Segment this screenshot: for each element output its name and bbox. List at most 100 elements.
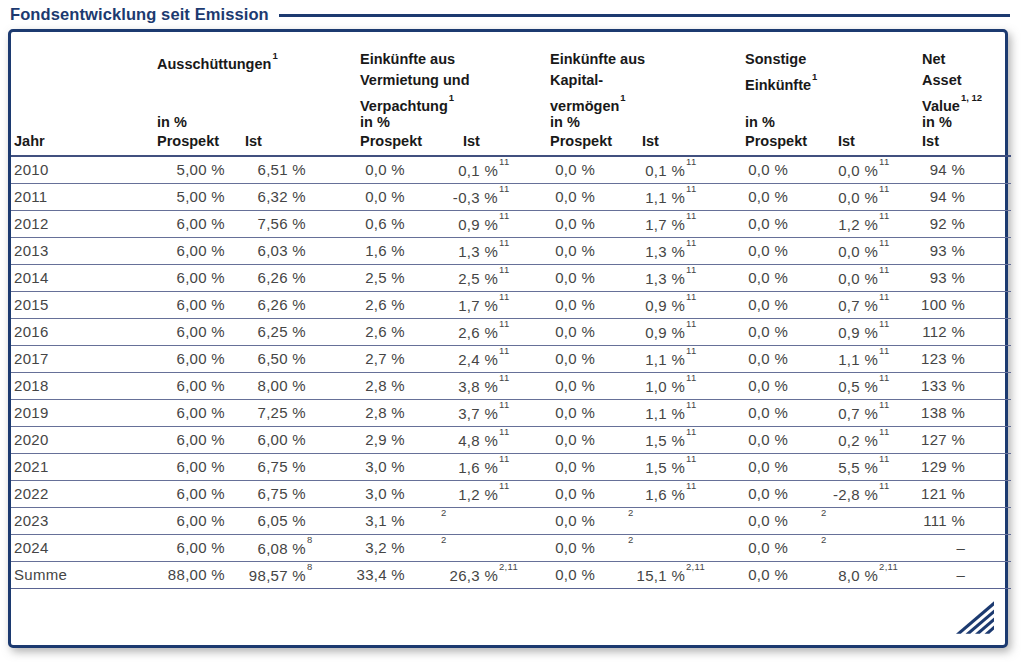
cell-kp: 0,0 %: [511, 264, 606, 291]
cell-value: 0,6 %: [365, 215, 405, 232]
cell-nav: 138 %: [891, 399, 1011, 426]
cell-ki: 1,1 %11: [606, 183, 698, 210]
table-row: 20206,00 %6,00 %2,9 %4,8 %110,0 %1,5 %11…: [11, 426, 1011, 453]
cell-jahr: 2021: [11, 453, 157, 480]
cell-jahr: 2012: [11, 210, 157, 237]
cell-value: 7,25 %: [258, 404, 307, 421]
cell-value: 26,3 %: [450, 567, 499, 584]
cell-value: 6,00 %: [177, 404, 226, 421]
cell-ap: 6,00 %: [157, 426, 235, 453]
cell-value: 123 %: [921, 350, 965, 367]
cell-si: 1,2 %11: [799, 210, 891, 237]
cell-si: 0,0 %11: [799, 156, 891, 183]
footnote-superscript: 11: [498, 156, 511, 167]
cell-vi: 26,3 %2,11: [416, 561, 511, 588]
column-header-ist: Ist: [235, 133, 319, 156]
cell-ap: 5,00 %: [157, 156, 235, 183]
footnote-superscript: 11: [878, 426, 891, 437]
cell-ap: 6,00 %: [157, 480, 235, 507]
cell-kp: 0,0 %: [511, 318, 606, 345]
footnote-superscript: 11: [685, 156, 698, 167]
cell-value: 1,7 %: [645, 216, 685, 233]
cell-nav: 121 %: [891, 480, 1011, 507]
cell-value: 111 %: [923, 512, 965, 529]
cell-jahr: 2023: [11, 507, 157, 534]
cell-vi: 4,8 %11: [416, 426, 511, 453]
cell-ap: 6,00 %: [157, 507, 235, 534]
cell-vi: 1,7 %11: [416, 291, 511, 318]
cell-kp: 0,0 %: [511, 291, 606, 318]
cell-sp: 0,0 %: [698, 345, 799, 372]
cell-jahr: 2020: [11, 426, 157, 453]
cell-value: 2,8 %: [365, 404, 405, 421]
cell-nav: 94 %: [891, 156, 1011, 183]
cell-nav: 133 %: [891, 372, 1011, 399]
cell-vp: 2,8 %: [319, 399, 416, 426]
footnote-superscript: 11: [498, 372, 511, 383]
cell-value: 1,6 %: [365, 242, 405, 259]
cell-value: 7,56 %: [258, 215, 307, 232]
cell-ai: 6,03 %: [235, 237, 319, 264]
footnote-superscript: 11: [878, 399, 891, 410]
cell-nav: 92 %: [891, 210, 1011, 237]
cell-value: 2,6 %: [458, 324, 498, 341]
footnote-superscript: 11: [878, 210, 891, 221]
cell-value: 0,0 %: [555, 512, 595, 529]
cell-jahr: 2017: [11, 345, 157, 372]
footnote-superscript: 2: [820, 507, 833, 518]
cell-kp: 0,0 %: [511, 399, 606, 426]
cell-value: 6,00 %: [258, 431, 307, 448]
footnote-superscript: 11: [498, 264, 511, 275]
cell-si: 0,0 %11: [799, 237, 891, 264]
cell-vp: 33,4 %: [319, 561, 416, 588]
cell-value: 0,0 %: [365, 161, 405, 178]
header-spacer: [11, 32, 157, 133]
cell-kp: 0,0 %: [511, 561, 606, 588]
cell-value: 93 %: [930, 269, 965, 286]
cell-vi: 2,4 %11: [416, 345, 511, 372]
cell-value: –: [956, 566, 965, 583]
footnote-superscript: 2: [627, 534, 640, 545]
cell-value: 1,5 %: [645, 432, 685, 449]
cell-kp: 0,0 %: [511, 345, 606, 372]
cell-ki: 1,6 %11: [606, 480, 698, 507]
cell-ki: 1,0 %11: [606, 372, 698, 399]
cell-ki: 1,1 %11: [606, 399, 698, 426]
cell-value: 1,7 %: [458, 297, 498, 314]
cell-value: 0,9 %: [645, 324, 685, 341]
cell-vp: 3,1 %: [319, 507, 416, 534]
cell-vi: 0,1 %11: [416, 156, 511, 183]
cell-value: 1,5 %: [645, 459, 685, 476]
cell-ki: 0,1 %11: [606, 156, 698, 183]
cell-value: 6,00 %: [177, 485, 226, 502]
footnote-superscript: 11: [498, 453, 511, 464]
table-row: 20216,00 %6,75 %3,0 %1,6 %110,0 %1,5 %11…: [11, 453, 1011, 480]
cell-ap: 6,00 %: [157, 345, 235, 372]
table-row: 20146,00 %6,26 %2,5 %2,5 %110,0 %1,3 %11…: [11, 264, 1011, 291]
footnote-superscript: 11: [878, 372, 891, 383]
footnote-superscript: 11: [685, 372, 698, 383]
cell-ap: 6,00 %: [157, 264, 235, 291]
cell-sp: 0,0 %: [698, 372, 799, 399]
cell-jahr: 2024: [11, 534, 157, 561]
cell-value: –: [956, 539, 965, 556]
cell-si: 2: [799, 507, 891, 534]
footnote-superscript: 11: [685, 453, 698, 464]
cell-si: 2: [799, 534, 891, 561]
cell-ki: 2: [606, 534, 698, 561]
column-group-header: SonstigeEinkünfte1in %: [698, 32, 891, 133]
cell-value: 1,3 %: [645, 270, 685, 287]
cell-ap: 88,00 %: [157, 561, 235, 588]
column-group-title: Ausschüttungen1: [157, 49, 319, 112]
cell-vp: 2,7 %: [319, 345, 416, 372]
cell-nav: 94 %: [891, 183, 1011, 210]
cell-value: 8,00 %: [258, 377, 307, 394]
cell-vi: 2,5 %11: [416, 264, 511, 291]
column-header-prospekt: Prospekt: [157, 133, 235, 156]
column-group-title: NetAssetValue1, 12: [922, 49, 1011, 112]
cell-ai: 6,32 %: [235, 183, 319, 210]
cell-vp: 2,8 %: [319, 372, 416, 399]
cell-value: 3,8 %: [458, 378, 498, 395]
footnote-superscript: 1: [448, 92, 454, 103]
cell-value: 2,6 %: [365, 323, 405, 340]
